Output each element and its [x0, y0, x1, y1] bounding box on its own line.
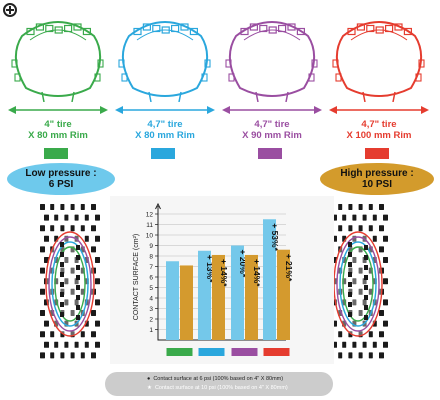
bar-percent-label: + 20%* — [238, 250, 248, 278]
width-arrow-icon — [329, 106, 429, 114]
color-swatch — [365, 148, 389, 159]
category-swatch — [263, 348, 290, 356]
category-swatch — [231, 348, 258, 356]
bar-percent-label: + 14%* — [252, 259, 262, 287]
tire-green: 4" tire X 80 mm Rim — [6, 10, 110, 159]
tread-footprint-left — [40, 204, 100, 359]
y-tick-label: 8 — [149, 254, 153, 261]
chart-panel: 1 2 3 4 5 6 7 8 9 10 11 12 CONTACT SURFACE (cm²) + 13… — [110, 196, 334, 364]
tire-purple: 4,7" tire X 90 mm Rim — [220, 10, 324, 159]
tire-icon — [225, 21, 318, 102]
color-swatch — [44, 148, 68, 159]
tire-label: 4,7" tire X 90 mm Rim — [242, 119, 302, 141]
color-swatch — [258, 148, 282, 159]
color-swatch — [151, 148, 175, 159]
y-tick-label: 2 — [149, 317, 153, 324]
width-arrow-icon — [115, 106, 215, 114]
width-arrow-icon — [8, 106, 108, 114]
tire-red: 4,7" tire X 100 mm Rim — [327, 10, 431, 159]
bar-10psi-1 — [180, 265, 193, 340]
width-arrow-icon — [222, 106, 322, 114]
bar-10psi-4 — [277, 249, 290, 340]
tire-label: 4,7" tire X 80 mm Rim — [135, 119, 195, 141]
bar-percent-label: + 14%* — [219, 259, 229, 287]
tire-icon — [332, 21, 425, 102]
tire-label: 4,7" tire X 100 mm Rim — [346, 119, 412, 141]
y-tick-label: 1 — [149, 327, 153, 334]
bar-6psi-4 — [263, 219, 276, 340]
bar-percent-label: + 53%* — [270, 223, 280, 251]
tread-footprint-right — [328, 204, 388, 359]
tire-icon — [11, 21, 104, 102]
y-tick-label: 10 — [146, 233, 154, 240]
category-swatch — [198, 348, 225, 356]
bar-10psi-2 — [212, 254, 225, 340]
y-tick-label: 9 — [149, 243, 153, 250]
tire-blue: 4,7" tire X 80 mm Rim — [113, 10, 217, 159]
y-tick-label: 4 — [149, 296, 153, 303]
y-tick-label: 5 — [149, 285, 153, 292]
bar-10psi-3 — [245, 254, 258, 340]
bar-6psi-2 — [198, 250, 211, 340]
y-tick-label: 12 — [146, 212, 154, 219]
footnote: ● Contact surface at 6 psi (100% based on… — [105, 372, 333, 396]
plus-icon[interactable] — [3, 3, 17, 17]
bar-percent-label: + 21%* — [284, 254, 294, 282]
tire-label: 4" tire X 80 mm Rim — [28, 119, 88, 141]
footnote-line-10psi: ★ Contact surface at 10 psi (100% based o… — [147, 385, 288, 391]
tire-icon — [118, 21, 211, 102]
y-tick-label: 3 — [149, 306, 153, 313]
y-tick-label: 7 — [149, 264, 153, 271]
y-tick-label: 11 — [146, 222, 153, 229]
footnote-line-6psi: ● Contact surface at 6 psi (100% based on… — [147, 376, 284, 382]
high-pressure-badge: High pressure :10 PSI — [320, 163, 434, 195]
bar-6psi-3 — [231, 245, 244, 340]
low-pressure-badge: Low pressure :6 PSI — [7, 163, 115, 195]
category-swatch — [166, 348, 193, 356]
bar-percent-label: + 13%* — [205, 255, 215, 283]
bar-6psi-1 — [166, 261, 179, 340]
y-tick-label: 6 — [149, 275, 153, 282]
y-axis-label: CONTACT SURFACE (cm²) — [133, 234, 140, 320]
